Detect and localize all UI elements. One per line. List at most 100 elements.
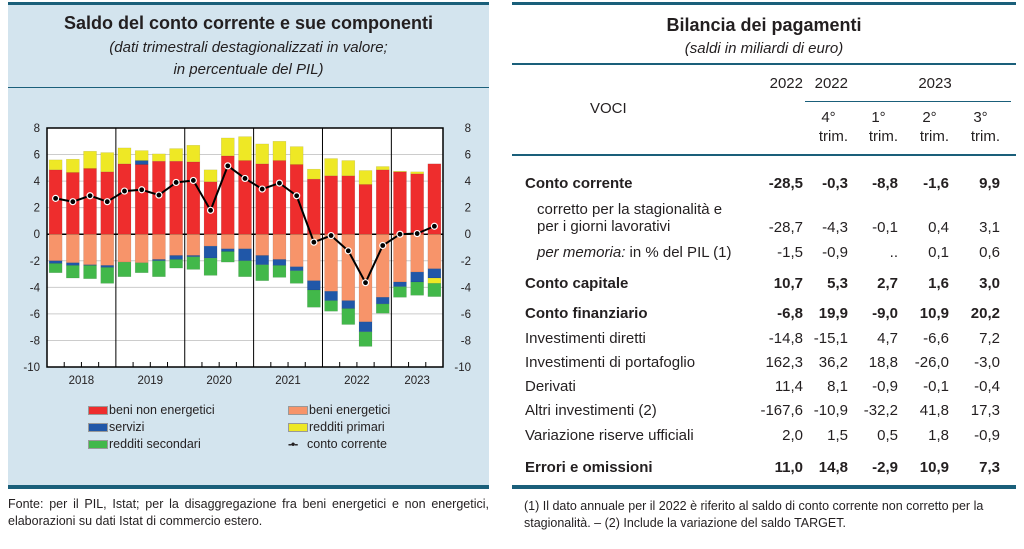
row-label: Investimenti di portafoglio [525, 354, 695, 371]
cell-value: -10,9 [813, 402, 848, 419]
row-label-text: Altri investimenti (2) [525, 402, 657, 419]
bar-segment-redditi-secondari [83, 265, 97, 279]
y-tick-label-left: -8 [30, 335, 40, 347]
bar-segment-servizi [324, 291, 338, 301]
cell-value: -0,9 [974, 427, 1000, 444]
bar-segment-beni-non-energetici [186, 161, 201, 235]
bar-segment-redditi-primari [393, 170, 407, 173]
bar-segment-redditi-secondari [66, 265, 80, 279]
cell-value: 10,9 [919, 305, 949, 322]
cell-value: 19,9 [818, 305, 848, 322]
divider [805, 101, 1011, 102]
quarter-header: trim. [818, 128, 848, 145]
line-point [344, 247, 352, 255]
y-tick-label-left: 4 [34, 176, 41, 188]
cell-value: 162,3 [765, 354, 803, 371]
bar-segment-beni-energetici [66, 233, 80, 264]
row-label-text: Conto corrente [525, 175, 633, 192]
bar-segment-redditi-secondari [100, 267, 115, 284]
bar-segment-servizi [427, 268, 442, 279]
cell-value: -0,3 [822, 175, 848, 192]
bar-segment-beni-energetici [393, 233, 407, 283]
y-tick-label-right: -2 [461, 256, 471, 268]
cell-value: -0,9 [872, 378, 898, 395]
legend-label: redditi secondari [109, 437, 201, 451]
cell-value: -28,5 [768, 175, 803, 192]
legend-item: beni non energetici [88, 403, 215, 417]
year-header: 2023 [918, 75, 952, 92]
line-point [241, 174, 249, 183]
bar-segment-redditi-primari [66, 158, 80, 173]
quarter-header: trim. [868, 128, 898, 145]
bar-segment-redditi-primari [83, 150, 97, 169]
bar-segment-redditi-primari [100, 152, 115, 173]
line-point [327, 231, 335, 240]
bar-segment-beni-non-energetici [117, 163, 132, 235]
cell-value: -0,1 [923, 378, 949, 395]
legend-label: conto corrente [307, 437, 387, 451]
cell-value: -28,7 [768, 219, 803, 236]
cell-value: 3,0 [979, 275, 1000, 292]
table-panel: Bilancia dei pagamenti (saldi in miliard… [512, 2, 1016, 490]
bar-segment-redditi-secondari [393, 286, 407, 298]
row-label: per memoria: in % del PIL (1) [537, 244, 732, 261]
bar-segment-beni-energetici [255, 233, 269, 256]
bar-segment-servizi [66, 262, 80, 266]
stacked-bar-chart: 8 8 6 6 4 4 2 2 0 0 -2 -2 -4 -4 -6 -6 -8 -8 -10 -10 2018 2019… [23, 123, 472, 387]
bar-segment-redditi-secondari [134, 262, 149, 273]
row-label-text: Conto finanziario [525, 305, 648, 322]
x-year-label: 2019 [138, 375, 164, 387]
quarter-header: 1° [871, 109, 886, 126]
bar-segment-servizi [48, 260, 63, 264]
cell-value: -8,8 [872, 175, 898, 192]
bar-segment-redditi-secondari [169, 259, 183, 269]
row-label: Conto corrente [525, 175, 633, 192]
row-label-text: Conto capitale [525, 275, 629, 292]
bar-segment-redditi-primari [186, 145, 201, 163]
y-tick-label-right: -10 [454, 362, 471, 374]
row-label-text: Errori e omissioni [525, 459, 653, 476]
x-year-label: 2021 [275, 375, 301, 387]
legend-item: beni energetici [288, 403, 390, 417]
y-tick-label-left: 6 [34, 150, 40, 162]
line-point [361, 279, 370, 287]
bar-segment-servizi [393, 281, 407, 287]
cell-value: 1,6 [928, 275, 949, 292]
legend-swatch [88, 439, 108, 449]
bar-segment-beni-energetici [238, 233, 252, 250]
row-label-text: Derivati [525, 378, 576, 395]
plot-border [46, 127, 444, 368]
bar-segment-beni-non-energetici [83, 168, 97, 235]
cell-value: 5,3 [827, 275, 848, 292]
line-point [379, 241, 387, 250]
bar-segment-servizi [100, 265, 115, 268]
legend-swatch: -•- [288, 437, 298, 451]
cell-value: 10,7 [773, 275, 803, 292]
bar-segment-redditi-primari [341, 160, 356, 177]
line-point [52, 194, 60, 202]
cell-value: 2,0 [782, 427, 803, 444]
cell-value: -0,4 [974, 378, 1000, 395]
row-label-text: Variazione riserve ufficiali [525, 427, 694, 444]
bar-segment-servizi [410, 271, 424, 283]
source-note: Fonte: per il PIL, Istat; per la disaggr… [8, 497, 489, 528]
legend-item: redditi secondari [88, 437, 201, 451]
cell-value: -1,5 [777, 244, 803, 261]
quarter-header: 3° [973, 109, 988, 126]
row-label: Conto finanziario [525, 305, 648, 322]
bar-segment-beni-non-energetici [375, 169, 390, 235]
bar-segment-redditi-primari [324, 158, 338, 177]
cell-value: 0,5 [877, 427, 898, 444]
line-point [206, 206, 215, 214]
cell-value: -1,6 [923, 175, 949, 192]
legend-item: redditi primari [288, 420, 385, 434]
cell-value: 18,8 [868, 354, 898, 371]
row-label: Errori e omissioni [525, 459, 653, 476]
y-tick-label-left: 2 [34, 203, 40, 215]
cell-value: -26,0 [914, 354, 949, 371]
cell-value: 1,5 [827, 427, 848, 444]
row-label-text: per i giorni lavorativi [537, 218, 671, 235]
cell-value: 14,8 [818, 459, 848, 476]
y-tick-label-left: -6 [30, 309, 40, 321]
y-tick-label-right: -4 [461, 282, 472, 294]
